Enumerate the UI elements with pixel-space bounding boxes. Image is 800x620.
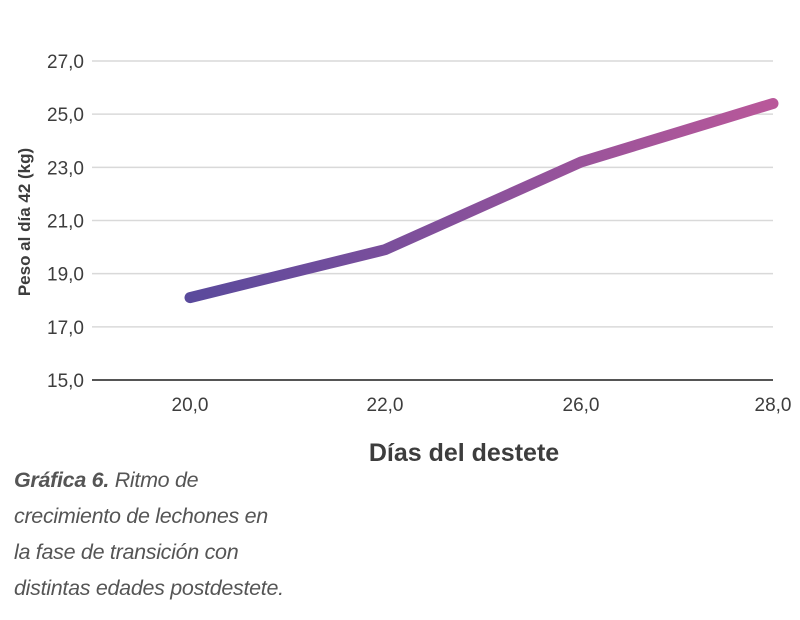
caption-label: Gráfica 6. <box>14 468 109 492</box>
y-axis-ticks: 15,0 17,0 19,0 21,0 23,0 25,0 27,0 <box>47 52 84 392</box>
gridlines <box>92 60 773 328</box>
y-tick-label: 19,0 <box>47 265 84 286</box>
caption-text: Ritmo de crecimiento de lechones en la f… <box>14 468 284 600</box>
series-line <box>184 98 779 304</box>
y-tick-label: 21,0 <box>47 212 84 233</box>
y-tick-label: 17,0 <box>47 318 84 339</box>
line-chart: 15,0 17,0 19,0 21,0 23,0 25,0 27,0 20,0 22,0 26,… <box>15 52 792 467</box>
y-tick-label: 23,0 <box>47 158 84 179</box>
y-tick-label: 25,0 <box>47 105 84 126</box>
x-axis-label: Días del destete <box>369 439 559 467</box>
x-tick-label: 22,0 <box>367 395 404 416</box>
x-axis-ticks: 20,0 22,0 26,0 28,0 <box>172 395 792 416</box>
y-axis-label: Peso al día 42 (kg) <box>15 148 34 296</box>
y-tick-label: 27,0 <box>47 52 84 73</box>
x-tick-label: 28,0 <box>755 395 792 416</box>
figure-caption: Gráfica 6. Ritmo de crecimiento de lecho… <box>14 462 284 606</box>
x-tick-label: 26,0 <box>563 395 600 416</box>
y-tick-label: 15,0 <box>47 371 84 392</box>
x-tick-label: 20,0 <box>172 395 209 416</box>
